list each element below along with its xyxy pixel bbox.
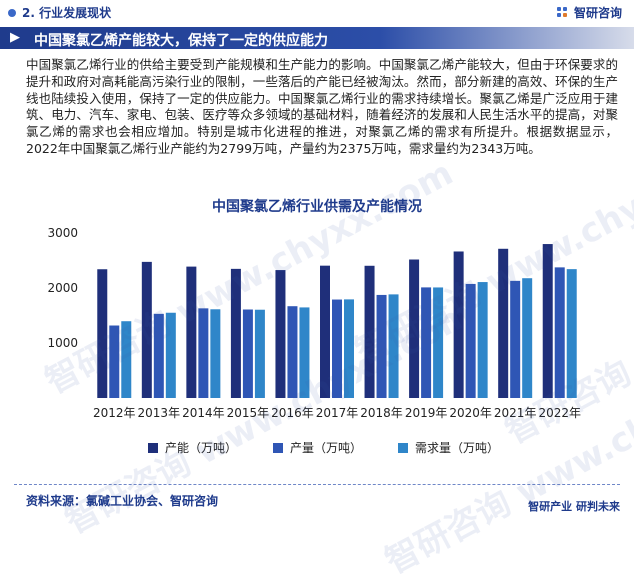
- bar-demand: [477, 282, 488, 398]
- x-tick-label: 2013年: [138, 406, 181, 420]
- legend-item: 需求量（万吨）: [398, 439, 499, 456]
- x-tick-label: 2012年: [93, 406, 136, 420]
- section-label: 2. 行业发展现状: [8, 4, 111, 21]
- footer-brand: 智研产业 研判未来: [528, 500, 620, 513]
- legend-swatch: [398, 442, 409, 453]
- bar-capacity: [542, 244, 553, 398]
- legend-label: 产能（万吨）: [165, 441, 238, 455]
- x-tick-label: 2020年: [449, 406, 492, 420]
- banner-arrow-icon: ▶: [10, 30, 20, 45]
- x-tick-label: 2015年: [227, 406, 270, 420]
- bar-demand: [299, 307, 310, 398]
- source-note: 资料来源：氯碱工业协会、智研咨询: [26, 494, 219, 508]
- y-tick-label: 2000: [47, 281, 78, 295]
- bar-demand: [388, 294, 399, 398]
- brand-grid-icon: [556, 6, 569, 19]
- legend-label: 产量（万吨）: [290, 441, 363, 455]
- top-bar: 2. 行业发展现状 智研咨询: [0, 0, 634, 24]
- bar-demand: [210, 309, 221, 398]
- bar-output: [153, 313, 164, 398]
- x-tick-label: 2022年: [538, 406, 581, 420]
- bar-output: [198, 308, 209, 398]
- bar-demand: [165, 312, 176, 398]
- section-dot-icon: [8, 8, 16, 17]
- bar-capacity: [320, 265, 330, 398]
- bar-capacity: [141, 261, 152, 398]
- bar-capacity: [364, 265, 375, 398]
- x-tick-label: 2014年: [182, 406, 225, 420]
- title-banner: ▶ 中国聚氯乙烯产能较大，保持了一定的供应能力: [0, 27, 634, 49]
- bar-output: [332, 299, 342, 398]
- x-tick-label: 2016年: [271, 406, 314, 420]
- bar-output: [510, 280, 521, 398]
- x-tick-label: 2019年: [405, 406, 448, 420]
- bar-output: [376, 294, 387, 398]
- x-tick-label: 2021年: [494, 406, 537, 420]
- brand-logo: 智研咨询: [556, 4, 622, 21]
- bar-demand: [121, 321, 132, 398]
- bar-demand: [566, 269, 577, 398]
- y-tick-label: 3000: [47, 226, 78, 240]
- bar-output: [554, 267, 565, 398]
- bar-demand: [254, 309, 265, 398]
- legend-swatch: [273, 442, 284, 453]
- footer-divider: [14, 484, 620, 485]
- chart-title: 中国聚氯乙烯行业供需及产能情况: [212, 199, 422, 215]
- bar-capacity: [186, 266, 197, 398]
- x-tick-label: 2018年: [360, 406, 403, 420]
- bar-demand: [522, 278, 533, 398]
- body-paragraph: 中国聚氯乙烯行业的供给主要受到产能规模和生产能力的影响。中国聚氯乙烯产能较大，但…: [26, 57, 618, 156]
- bar-capacity: [453, 251, 464, 398]
- legend-label: 需求量（万吨）: [415, 441, 500, 455]
- bar-output: [242, 309, 253, 398]
- bar-output: [287, 306, 298, 398]
- bar-output: [421, 287, 432, 398]
- chart-legend: 产能（万吨） 产量（万吨） 需求量（万吨）: [148, 439, 535, 456]
- bar-output: [109, 325, 120, 398]
- y-tick-label: 1000: [47, 336, 78, 350]
- bar-capacity: [230, 268, 241, 398]
- section-label-text: 2. 行业发展现状: [22, 6, 112, 20]
- bar-output: [465, 283, 476, 398]
- x-tick-label: 2017年: [316, 406, 359, 420]
- bar-demand: [344, 299, 354, 398]
- bar-capacity: [409, 259, 420, 398]
- bar-demand: [433, 287, 444, 398]
- legend-item: 产能（万吨）: [148, 439, 237, 456]
- bar-capacity: [498, 248, 509, 398]
- legend-item: 产量（万吨）: [273, 439, 362, 456]
- legend-swatch: [148, 442, 158, 453]
- brand-name: 智研咨询: [573, 6, 622, 20]
- bar-capacity: [275, 270, 286, 398]
- bar-capacity: [97, 269, 108, 398]
- banner-title: 中国聚氯乙烯产能较大，保持了一定的供应能力: [34, 33, 328, 49]
